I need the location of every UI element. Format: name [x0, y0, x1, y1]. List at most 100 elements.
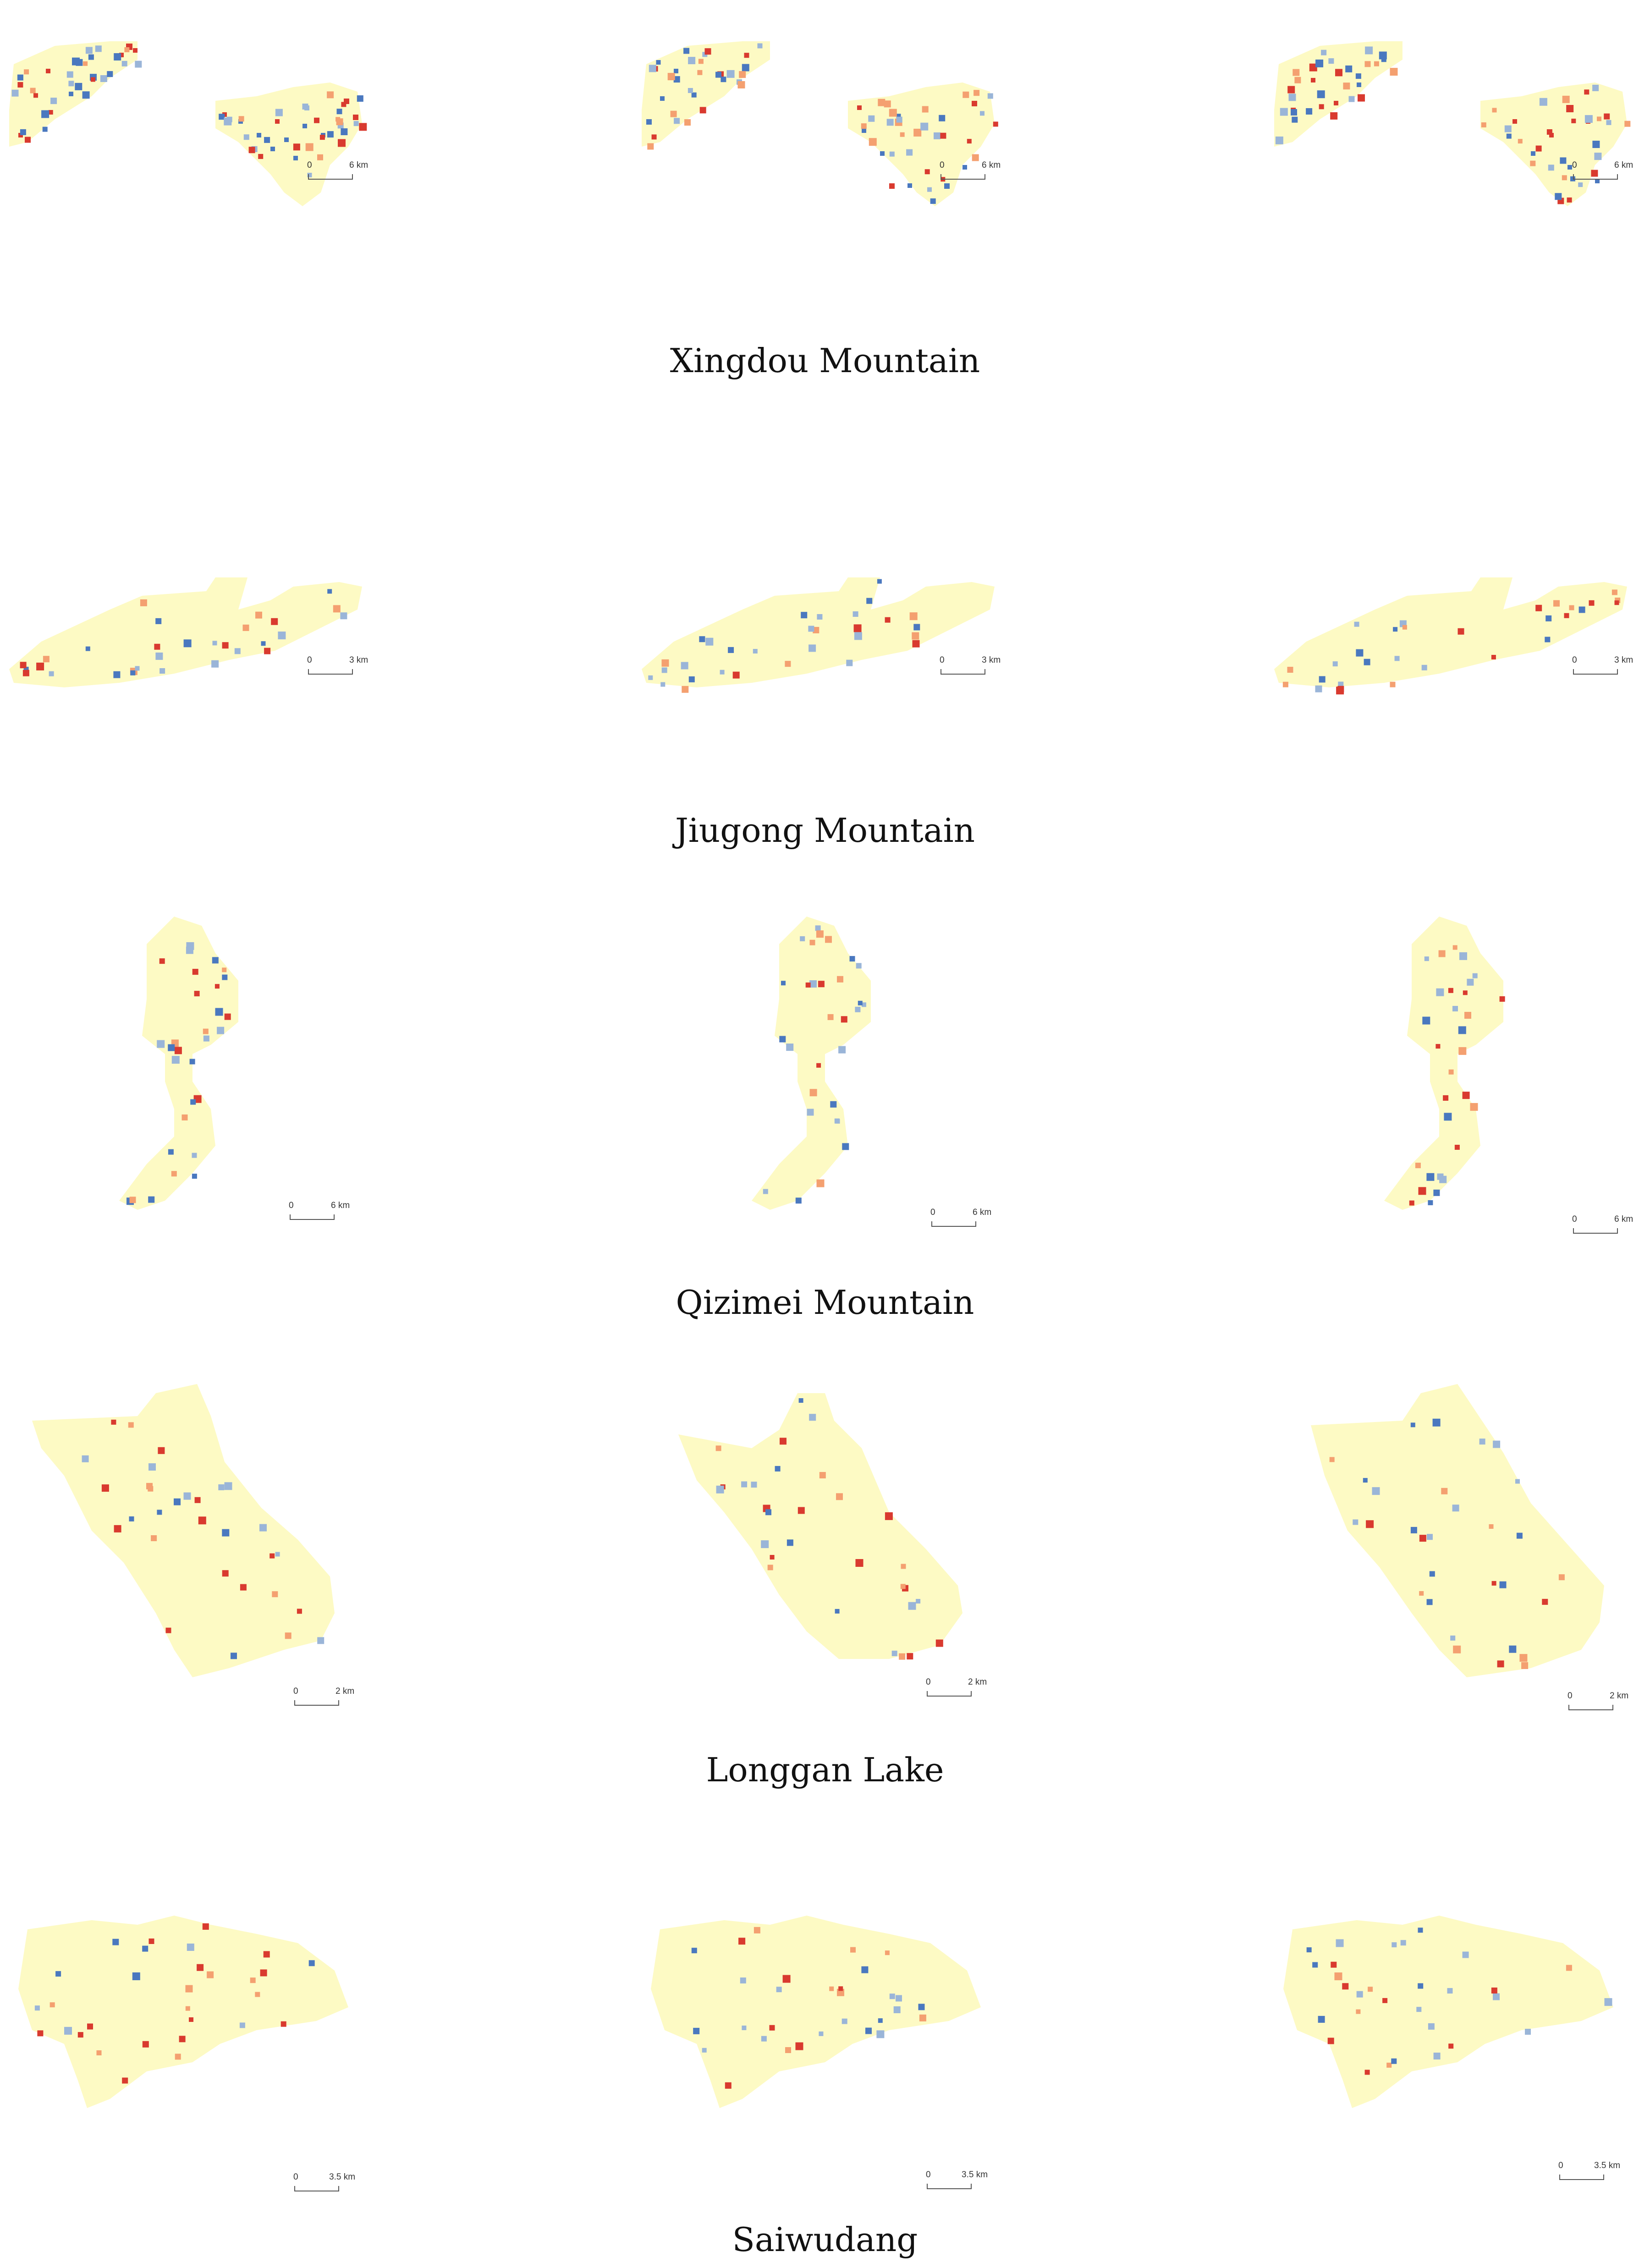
- pixel-cell: [913, 624, 920, 631]
- pixel-cell: [192, 1153, 197, 1158]
- map-panel: 0 3.5 km: [0, 1906, 504, 2200]
- pixel-cell: [809, 980, 817, 988]
- map-svg: [642, 577, 995, 693]
- pixel-cell: [781, 981, 786, 986]
- pixel-cell: [85, 646, 90, 651]
- pixel-cells: [715, 1398, 943, 1660]
- pixel-cell: [49, 671, 54, 676]
- pixel-cell: [336, 109, 342, 115]
- scale-zero: 0: [1558, 2161, 1563, 2170]
- pixel-cell: [357, 95, 363, 102]
- pixel-cell: [896, 1995, 902, 2002]
- pixel-cell: [327, 131, 334, 138]
- pixel-cell: [861, 123, 867, 129]
- pixel-cell: [111, 1419, 116, 1425]
- pixel-cell: [761, 2036, 767, 2042]
- map-panel: 0 6 km: [632, 27, 1137, 220]
- pixel-cell: [50, 98, 57, 104]
- region-qizimei: 0 6 km 0 6 km 0 6 km Qizimei Mountain: [0, 898, 1650, 1338]
- pixel-cell: [1560, 157, 1567, 164]
- pixel-cell: [1499, 1581, 1507, 1588]
- pixel-cell: [716, 1485, 724, 1494]
- pixel-cell: [129, 1197, 136, 1203]
- pixel-cell: [1516, 1532, 1523, 1539]
- pixel-cell: [800, 936, 805, 941]
- pixel-cell: [107, 71, 113, 77]
- pixel-cell: [1441, 1488, 1448, 1494]
- cells-blue: [646, 69, 967, 189]
- pixel-cell: [1459, 952, 1467, 960]
- land-area: [651, 1916, 981, 2108]
- pixel-cell: [224, 1013, 231, 1020]
- pixel-cell: [90, 77, 95, 82]
- pixel-cell: [264, 137, 270, 143]
- scale-bar: 0 6 km: [1572, 1214, 1633, 1242]
- pixel-cell: [255, 611, 262, 619]
- pixel-cell: [217, 1027, 225, 1034]
- scale-bar: 0 3.5 km: [1558, 2161, 1620, 2188]
- map-svg: [1274, 41, 1631, 206]
- pixel-cell: [684, 119, 691, 126]
- pixel-cell: [82, 1455, 89, 1462]
- pixel-cell: [278, 632, 286, 640]
- pixel-cell: [174, 1047, 182, 1054]
- pixel-cell: [715, 71, 721, 78]
- pixel-cell: [260, 1969, 267, 1977]
- land-area: [1283, 1916, 1613, 2108]
- pixel-cells: [1282, 589, 1621, 695]
- pixel-cell: [741, 1481, 748, 1488]
- pixel-cell: [1372, 1487, 1380, 1495]
- pixel-cell: [742, 64, 749, 71]
- pixel-cell: [174, 1498, 181, 1505]
- pixel-cell: [1462, 1092, 1470, 1099]
- pixel-cell: [818, 981, 825, 988]
- scale-bar: 0 3 km: [307, 655, 368, 683]
- pixel-cell: [1381, 57, 1386, 62]
- pixel-cell: [168, 1044, 175, 1051]
- pixel-cell: [861, 1966, 869, 1973]
- scale-bar: 0 6 km: [307, 160, 368, 188]
- pixel-cell: [1470, 1103, 1478, 1111]
- pixel-cell: [667, 73, 675, 81]
- pixel-cell: [740, 1977, 746, 1984]
- scale-distance: 6 km: [331, 1201, 350, 1210]
- pixel-cell: [1452, 1006, 1458, 1011]
- pixel-cell: [972, 154, 979, 161]
- pixel-cell: [211, 660, 219, 668]
- pixel-cell: [43, 656, 50, 663]
- map-panel: 0 6 km: [0, 907, 504, 1228]
- pixel-cell: [1562, 175, 1567, 181]
- pixel-cell: [786, 1043, 794, 1051]
- pixel-cell: [1433, 1189, 1440, 1196]
- pixel-cell: [1569, 605, 1574, 610]
- pixel-cells: [1409, 945, 1505, 1206]
- pixel-cell: [899, 1653, 906, 1660]
- scale-zero: 0: [1568, 1691, 1573, 1701]
- map-svg: [119, 917, 238, 1210]
- pixel-cell: [918, 2004, 925, 2010]
- pixel-cell: [1624, 121, 1631, 127]
- land-area: [752, 917, 871, 1210]
- pixel-cell: [688, 57, 696, 65]
- pixel-cells: [11, 45, 367, 177]
- pixel-cell: [993, 121, 998, 127]
- pixel-cell: [776, 1987, 782, 1993]
- scale-zero: 0: [307, 160, 312, 170]
- pixel-cell: [1382, 1998, 1388, 2003]
- pixel-cell: [1379, 51, 1387, 60]
- pixel-cell: [1287, 86, 1295, 93]
- pixel-cell: [782, 1975, 791, 1983]
- pixel-cell: [64, 2026, 72, 2035]
- pixel-cell: [1424, 956, 1429, 961]
- map-svg: [1311, 1384, 1604, 1677]
- pixel-cell: [113, 671, 121, 678]
- pixel-cell: [834, 1118, 840, 1124]
- pixel-cell: [22, 670, 29, 676]
- map-svg: [651, 1916, 981, 2108]
- pixel-cell: [121, 60, 127, 66]
- scale-zero: 0: [1572, 1214, 1577, 1224]
- pixel-cell: [816, 930, 824, 938]
- pixel-cell: [1437, 1173, 1444, 1180]
- pixel-cell: [271, 618, 278, 625]
- pixel-cell: [1315, 685, 1322, 692]
